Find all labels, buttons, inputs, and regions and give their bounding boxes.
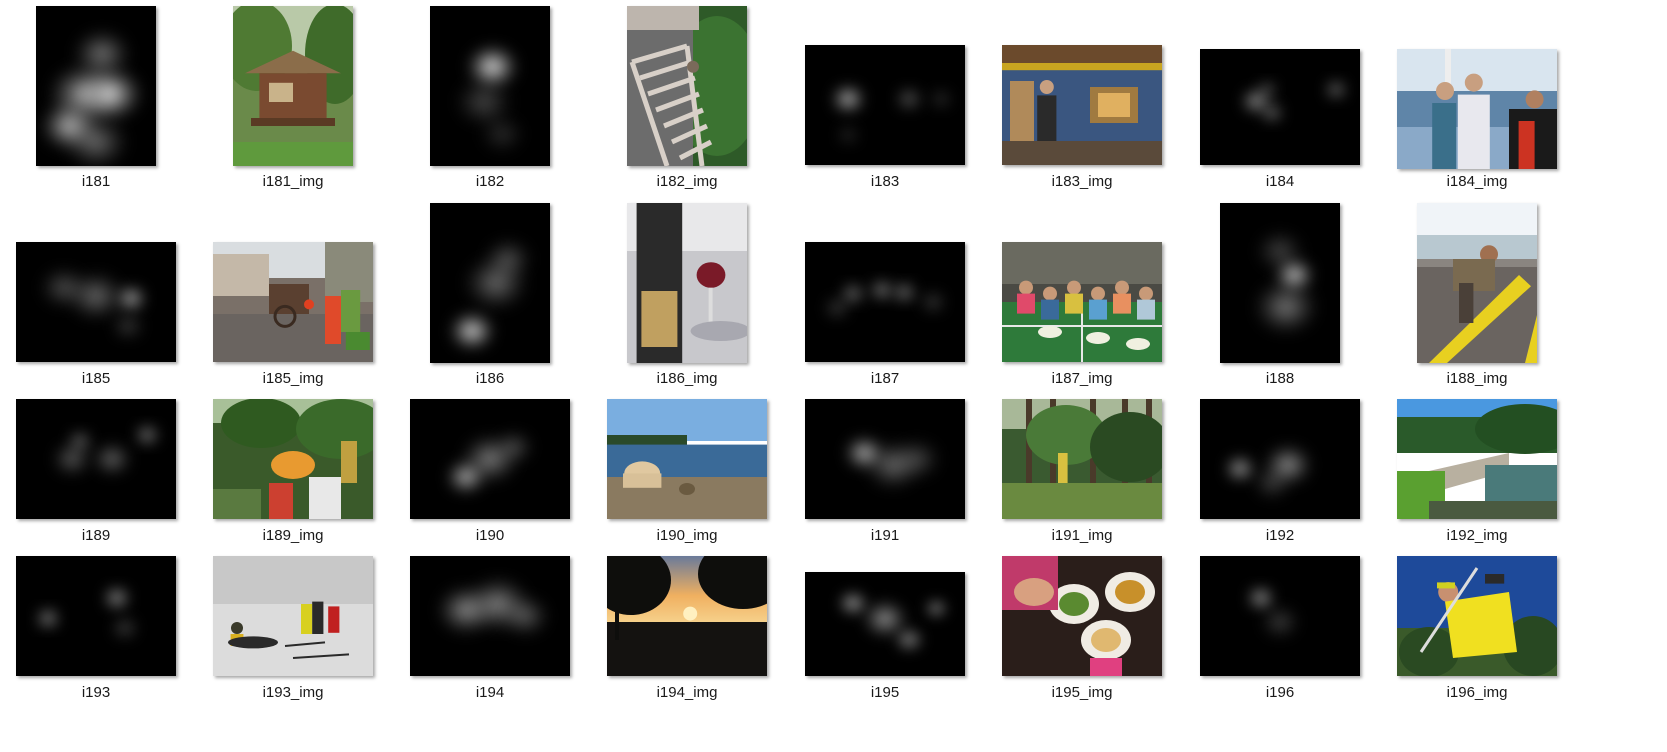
photo-file-item[interactable]: i184_img	[1377, 0, 1577, 190]
heatmap-file-item[interactable]: i192	[1180, 0, 1380, 544]
file-name-label: i181	[81, 173, 111, 190]
heatmap-file-item[interactable]: i187	[785, 0, 985, 387]
heatmap-thumbnail[interactable]	[36, 6, 156, 166]
photo-thumbnail[interactable]	[1002, 556, 1162, 676]
heatmap-file-item[interactable]: i181	[0, 0, 196, 190]
heatmap-thumbnail[interactable]	[410, 556, 570, 676]
heatmap-file-item[interactable]: i183	[785, 0, 985, 190]
file-name-label: i181_img	[262, 173, 324, 190]
photo-thumbnail[interactable]	[1397, 49, 1557, 169]
file-name-label: i191	[870, 527, 900, 544]
file-name-label: i185_img	[262, 370, 324, 387]
photo-thumbnail[interactable]	[1002, 242, 1162, 362]
photo-file-item[interactable]: i185_img	[193, 0, 393, 387]
heatmap-thumbnail[interactable]	[430, 6, 550, 166]
heatmap-thumbnail[interactable]	[430, 203, 550, 363]
heatmap-thumbnail[interactable]	[16, 399, 176, 519]
file-name-label: i187	[870, 370, 900, 387]
heatmap-file-item[interactable]: i195	[785, 0, 985, 701]
photo-thumbnail[interactable]	[1417, 203, 1537, 363]
file-name-label: i186_img	[656, 370, 718, 387]
photo-thumbnail[interactable]	[1002, 399, 1162, 519]
photo-file-item[interactable]: i196_img	[1377, 0, 1577, 701]
photo-file-item[interactable]: i191_img	[982, 0, 1182, 544]
heatmap-thumbnail[interactable]	[1200, 556, 1360, 676]
file-name-label: i193	[81, 684, 111, 701]
photo-file-item[interactable]: i183_img	[982, 0, 1182, 190]
file-name-label: i188	[1265, 370, 1295, 387]
photo-file-item[interactable]: i188_img	[1377, 0, 1577, 387]
photo-thumbnail[interactable]	[213, 242, 373, 362]
photo-thumbnail[interactable]	[233, 6, 353, 166]
heatmap-file-item[interactable]: i182	[390, 0, 590, 190]
heatmap-thumbnail[interactable]	[16, 242, 176, 362]
heatmap-file-item[interactable]: i191	[785, 0, 985, 544]
file-name-label: i195	[870, 684, 900, 701]
heatmap-file-item[interactable]: i194	[390, 0, 590, 701]
file-name-label: i193_img	[262, 684, 324, 701]
file-name-label: i196	[1265, 684, 1295, 701]
heatmap-file-item[interactable]: i184	[1180, 0, 1380, 190]
file-name-label: i191_img	[1051, 527, 1113, 544]
file-name-label: i182_img	[656, 173, 718, 190]
file-name-label: i183_img	[1051, 173, 1113, 190]
file-name-label: i184_img	[1446, 173, 1508, 190]
file-name-label: i190_img	[656, 527, 718, 544]
photo-file-item[interactable]: i181_img	[193, 0, 393, 190]
file-name-label: i192	[1265, 527, 1295, 544]
photo-thumbnail[interactable]	[213, 556, 373, 676]
photo-thumbnail[interactable]	[213, 399, 373, 519]
heatmap-thumbnail[interactable]	[1200, 49, 1360, 165]
photo-file-item[interactable]: i190_img	[587, 0, 787, 544]
heatmap-file-item[interactable]: i185	[0, 0, 196, 387]
heatmap-thumbnail[interactable]	[16, 556, 176, 676]
photo-thumbnail[interactable]	[627, 203, 747, 363]
heatmap-file-item[interactable]: i190	[390, 0, 590, 544]
photo-thumbnail[interactable]	[1397, 556, 1557, 676]
photo-thumbnail[interactable]	[607, 556, 767, 676]
heatmap-file-item[interactable]: i186	[390, 0, 590, 387]
photo-file-item[interactable]: i195_img	[982, 0, 1182, 701]
file-name-label: i194_img	[656, 684, 718, 701]
file-name-label: i183	[870, 173, 900, 190]
photo-file-item[interactable]: i182_img	[587, 0, 787, 190]
photo-thumbnail[interactable]	[607, 399, 767, 519]
file-name-label: i196_img	[1446, 684, 1508, 701]
heatmap-thumbnail[interactable]	[1200, 399, 1360, 519]
file-name-label: i190	[475, 527, 505, 544]
photo-file-item[interactable]: i187_img	[982, 0, 1182, 387]
file-name-label: i195_img	[1051, 684, 1113, 701]
heatmap-file-item[interactable]: i189	[0, 0, 196, 544]
file-name-label: i192_img	[1446, 527, 1508, 544]
photo-thumbnail[interactable]	[627, 6, 747, 166]
heatmap-thumbnail[interactable]	[805, 572, 965, 676]
file-name-label: i194	[475, 684, 505, 701]
file-name-label: i189_img	[262, 527, 324, 544]
photo-file-item[interactable]: i186_img	[587, 0, 787, 387]
heatmap-thumbnail[interactable]	[805, 399, 965, 519]
photo-file-item[interactable]: i193_img	[193, 0, 393, 701]
file-name-label: i189	[81, 527, 111, 544]
heatmap-thumbnail[interactable]	[1220, 203, 1340, 363]
file-name-label: i185	[81, 370, 111, 387]
heatmap-thumbnail[interactable]	[805, 242, 965, 362]
photo-file-item[interactable]: i194_img	[587, 0, 787, 701]
heatmap-file-item[interactable]: i193	[0, 0, 196, 701]
file-name-label: i184	[1265, 173, 1295, 190]
photo-file-item[interactable]: i189_img	[193, 0, 393, 544]
heatmap-thumbnail[interactable]	[805, 45, 965, 165]
heatmap-file-item[interactable]: i196	[1180, 0, 1380, 701]
file-name-label: i186	[475, 370, 505, 387]
photo-thumbnail[interactable]	[1397, 399, 1557, 519]
heatmap-thumbnail[interactable]	[410, 399, 570, 519]
file-name-label: i188_img	[1446, 370, 1508, 387]
photo-file-item[interactable]: i192_img	[1377, 0, 1577, 544]
file-name-label: i187_img	[1051, 370, 1113, 387]
heatmap-file-item[interactable]: i188	[1180, 0, 1380, 387]
photo-thumbnail[interactable]	[1002, 45, 1162, 165]
file-name-label: i182	[475, 173, 505, 190]
